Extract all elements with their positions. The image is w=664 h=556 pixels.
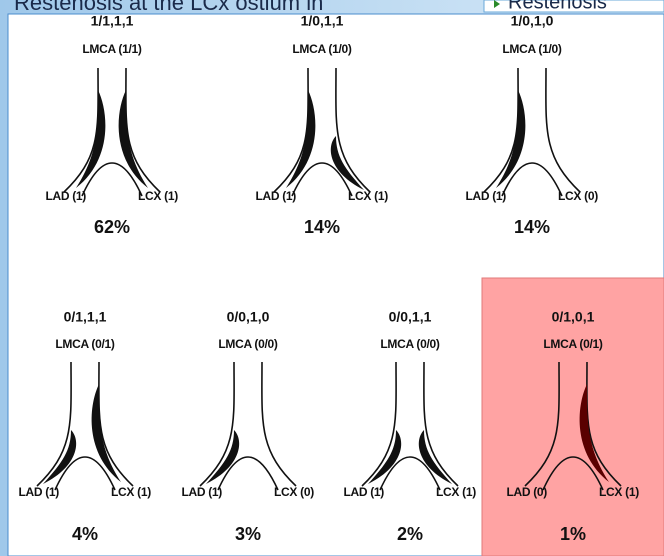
- medina-code: 0/1,1,1: [64, 309, 107, 325]
- slide: Restenosis at the LCx ostium in Restenos…: [0, 0, 664, 556]
- lad-label: LAD (1): [255, 189, 296, 203]
- percent-label: 4%: [72, 524, 98, 544]
- lmca-label: LMCA (1/0): [292, 42, 352, 56]
- lmca-label: LMCA (0/1): [543, 337, 603, 351]
- lad-label: LAD (1): [181, 485, 222, 499]
- lcx-label: LCX (1): [436, 485, 476, 499]
- lcx-label: LCX (1): [348, 189, 388, 203]
- lmca-label: LMCA (0/0): [380, 337, 440, 351]
- lcx-label: LCX (1): [599, 485, 639, 499]
- lad-label: LAD (1): [18, 485, 59, 499]
- lad-label: LAD (0): [506, 485, 547, 499]
- lcx-label: LCX (1): [138, 189, 178, 203]
- medina-code: 0/0,1,1: [389, 309, 432, 325]
- lad-label: LAD (1): [343, 485, 384, 499]
- lad-label: LAD (1): [465, 189, 506, 203]
- medina-code: 0/1,0,1: [552, 309, 595, 325]
- lmca-label: LMCA (1/1): [82, 42, 142, 56]
- lmca-label: LMCA (0/0): [218, 337, 278, 351]
- percent-label: 14%: [304, 217, 340, 237]
- medina-code: 1/0,1,0: [511, 13, 554, 29]
- medina-code: 1/1,1,1: [91, 13, 134, 29]
- percent-label: 14%: [514, 217, 550, 237]
- lad-label: LAD (1): [45, 189, 86, 203]
- lcx-label: LCX (1): [111, 485, 151, 499]
- lmca-label: LMCA (0/1): [55, 337, 115, 351]
- percent-label: 62%: [94, 217, 130, 237]
- lcx-label: LCX (0): [274, 485, 314, 499]
- header-left-title: Restenosis at the LCx ostium in: [14, 0, 323, 15]
- percent-label: 1%: [560, 524, 586, 544]
- medina-code: 0/0,1,0: [227, 309, 270, 325]
- percent-label: 3%: [235, 524, 261, 544]
- percent-label: 2%: [397, 524, 423, 544]
- lcx-label: LCX (0): [558, 189, 598, 203]
- medina-code: 1/0,1,1: [301, 13, 344, 29]
- lmca-label: LMCA (1/0): [502, 42, 562, 56]
- header-right-title: Restenosis: [508, 0, 607, 13]
